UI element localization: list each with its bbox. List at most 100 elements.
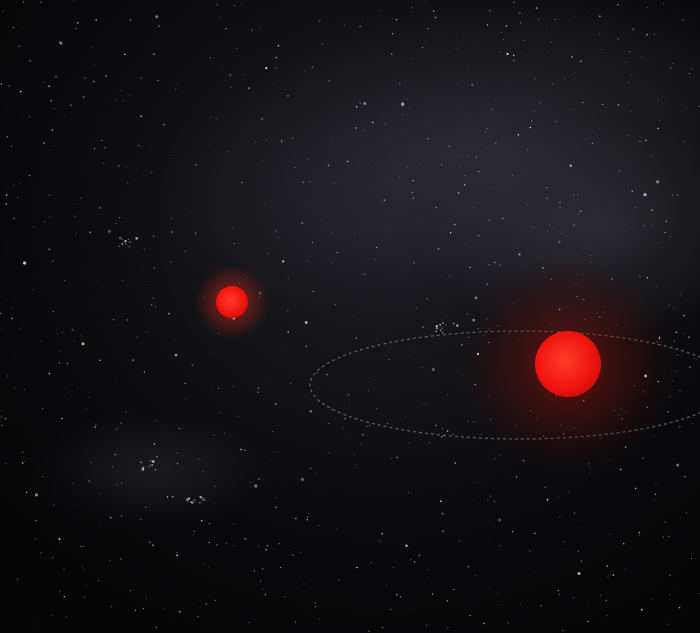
star-cluster-point	[452, 322, 455, 325]
star-point	[582, 249, 584, 250]
star-point	[559, 201, 561, 203]
star-point	[127, 182, 129, 184]
star-point	[193, 530, 195, 532]
star-point	[12, 307, 14, 309]
star-point	[139, 321, 140, 323]
star-point	[232, 227, 234, 229]
star-point	[668, 535, 670, 537]
star-point	[399, 176, 400, 178]
star-point	[29, 60, 31, 62]
star-point	[634, 487, 637, 490]
star-point	[494, 458, 496, 460]
star-point	[84, 596, 86, 598]
star-point	[600, 594, 602, 596]
star-point	[294, 166, 296, 168]
star-point	[233, 523, 235, 524]
star-point	[6, 300, 8, 302]
star-point	[460, 167, 462, 169]
star-point	[83, 528, 85, 529]
star-point	[677, 194, 679, 196]
star-point	[250, 482, 252, 484]
star-point	[344, 24, 346, 26]
star-point	[166, 496, 169, 498]
star-point	[456, 34, 458, 36]
star-point	[327, 223, 329, 225]
star-point	[591, 142, 593, 145]
star-point	[1, 329, 3, 331]
star-point	[410, 559, 412, 561]
star-point	[546, 498, 549, 501]
star-point	[379, 10, 381, 12]
star-point	[63, 568, 65, 569]
star-point	[664, 521, 666, 523]
star-point	[362, 20, 364, 21]
star-cluster-point	[118, 236, 122, 240]
star-point	[654, 436, 655, 437]
star-cluster-point	[435, 330, 437, 333]
star-point	[140, 77, 143, 79]
star-point	[563, 540, 565, 543]
star-point	[123, 131, 125, 133]
star-point	[176, 462, 179, 465]
star-point	[639, 140, 641, 142]
star-point	[109, 560, 111, 562]
star-point	[6, 136, 9, 138]
star-point	[55, 76, 57, 78]
star-point	[441, 311, 443, 313]
star-point	[155, 420, 157, 422]
star-point	[428, 442, 430, 444]
star-point	[210, 353, 211, 355]
star-point	[499, 52, 500, 53]
star-cluster-point	[121, 244, 123, 246]
star-point	[208, 522, 211, 525]
star-point	[424, 402, 426, 404]
star-point	[617, 3, 619, 6]
star-point	[664, 231, 666, 234]
star-cluster-point	[198, 501, 201, 504]
star-point	[440, 500, 442, 503]
star-point	[203, 562, 205, 564]
star-point	[654, 499, 655, 501]
star-point	[693, 357, 695, 359]
star-point	[427, 28, 429, 30]
star-cluster-point	[441, 327, 443, 329]
star-point	[199, 600, 201, 601]
star-point	[355, 337, 358, 340]
star-point	[278, 543, 280, 545]
star-point	[51, 614, 53, 616]
star-point	[449, 232, 452, 234]
star-point	[347, 394, 350, 396]
star-point	[576, 194, 579, 196]
star-point	[301, 222, 304, 224]
star-point	[495, 142, 497, 144]
star-point	[386, 585, 388, 586]
star-point	[145, 280, 147, 282]
star-point	[442, 276, 444, 278]
star-point	[449, 28, 451, 30]
star-point	[146, 598, 148, 599]
star-point	[171, 286, 172, 287]
star-point	[12, 27, 14, 29]
star-point	[142, 607, 144, 610]
star-point	[310, 610, 311, 611]
star-point	[533, 110, 535, 112]
star-point	[114, 454, 116, 456]
star-point	[423, 2, 425, 4]
star-point	[225, 542, 227, 544]
star-point	[300, 552, 302, 554]
star-point	[457, 192, 460, 194]
star-point	[152, 297, 154, 299]
star-point	[215, 117, 217, 119]
star-point	[437, 572, 438, 574]
star-point	[129, 589, 132, 591]
star-point	[560, 200, 561, 201]
star-point	[341, 453, 343, 455]
star-point	[461, 80, 463, 82]
star-point	[120, 422, 122, 424]
star-point	[471, 84, 473, 86]
star-point	[232, 386, 234, 388]
star-point	[434, 122, 436, 124]
star-point	[275, 230, 277, 232]
star-point	[71, 329, 74, 331]
